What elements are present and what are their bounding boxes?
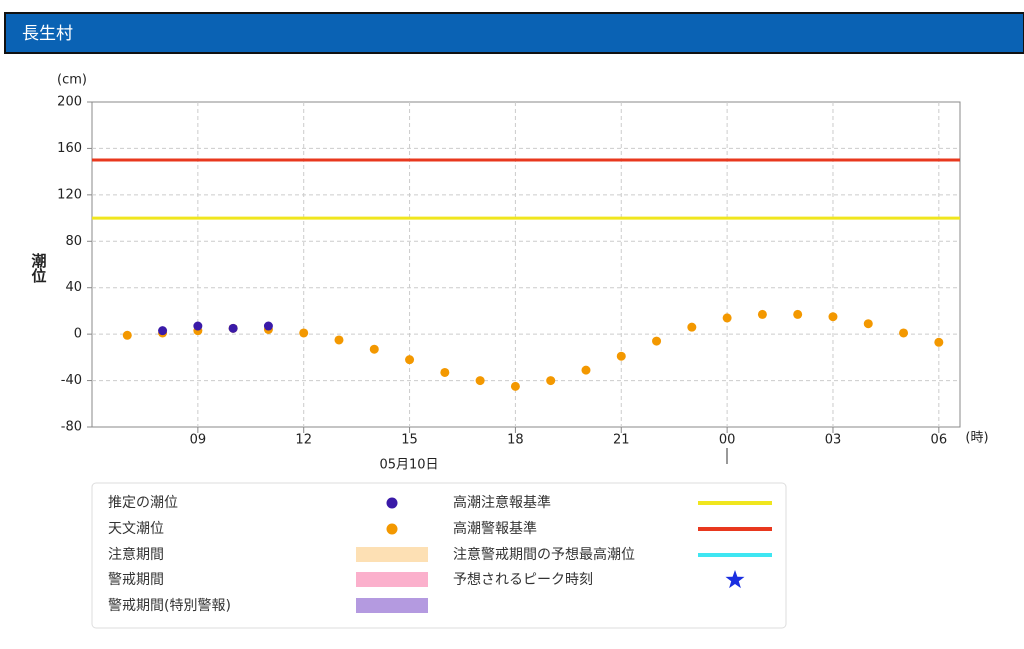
- legend-swatch: [356, 547, 428, 562]
- legend-swatch: [386, 497, 398, 509]
- legend-label: 天文潮位: [108, 521, 164, 537]
- x-tick-label: 03: [825, 433, 842, 448]
- y-tick-label: 160: [57, 141, 82, 156]
- header-bar: [4, 12, 1024, 54]
- x-tick-label: 06: [931, 433, 948, 448]
- tide-point: [687, 322, 697, 332]
- x-tick-label: 09: [190, 433, 207, 448]
- legend-swatch: [725, 570, 745, 589]
- tide-point: [263, 321, 273, 331]
- tide-point: [299, 328, 309, 338]
- tide-point: [616, 351, 626, 361]
- tide-point: [405, 355, 415, 365]
- legend-swatch: [386, 523, 398, 535]
- tide-point: [334, 335, 344, 345]
- y-tick-label: 200: [57, 95, 82, 110]
- tide-point: [546, 376, 556, 386]
- y-tick-label: 40: [65, 280, 82, 295]
- plot-frame: [91, 101, 961, 428]
- tide-point: [652, 336, 662, 346]
- x-tick-label: 15: [401, 433, 418, 448]
- tide-point: [440, 367, 450, 377]
- x-tick-label: 18: [507, 433, 524, 448]
- tide-point: [510, 381, 520, 391]
- legend-swatch: [356, 572, 428, 587]
- y-tick-label: 0: [74, 327, 82, 342]
- tide-point: [828, 312, 838, 322]
- tide-point: [793, 309, 803, 319]
- tide-point: [122, 330, 132, 340]
- x-tick-label: 12: [295, 433, 312, 448]
- tide-point: [193, 321, 203, 331]
- legend-label: 高潮警報基準: [453, 520, 537, 537]
- tide-point: [757, 309, 767, 319]
- legend-label: 注意警戒期間の予想最高潮位: [453, 546, 635, 563]
- tide-point: [369, 344, 379, 354]
- legend-label: 推定の潮位: [108, 495, 178, 511]
- y-tick-label: -40: [61, 373, 82, 388]
- y-label: 潮位: [30, 252, 48, 283]
- tide-point: [863, 319, 873, 329]
- tide-point: [581, 365, 591, 375]
- header-title: 長生村: [22, 24, 73, 44]
- x-tick-label: 00: [719, 433, 736, 448]
- legend-label: 警戒期間: [108, 572, 164, 588]
- tide-point: [228, 323, 238, 333]
- tide-point: [475, 376, 485, 386]
- y-tick-label: 120: [57, 187, 82, 202]
- x-tick-label: 21: [613, 433, 630, 448]
- y-tick-label: 80: [65, 234, 82, 249]
- legend-label: 高潮注意報基準: [453, 494, 551, 511]
- legend-label: 注意期間: [108, 546, 164, 563]
- x-unit: (時): [965, 431, 988, 446]
- legend-label: 予想されるピーク時刻: [453, 572, 593, 588]
- y-tick-label: -80: [61, 420, 82, 435]
- tide-point: [722, 313, 732, 323]
- date-label: 05月10日: [379, 458, 438, 473]
- legend-label: 警戒期間(特別警報): [108, 598, 231, 614]
- tide-point: [158, 326, 168, 336]
- y-unit: (cm): [57, 73, 87, 88]
- tide-point: [934, 337, 944, 347]
- tide-point: [899, 328, 909, 338]
- legend-swatch: [356, 598, 428, 613]
- legend-box: [91, 482, 787, 629]
